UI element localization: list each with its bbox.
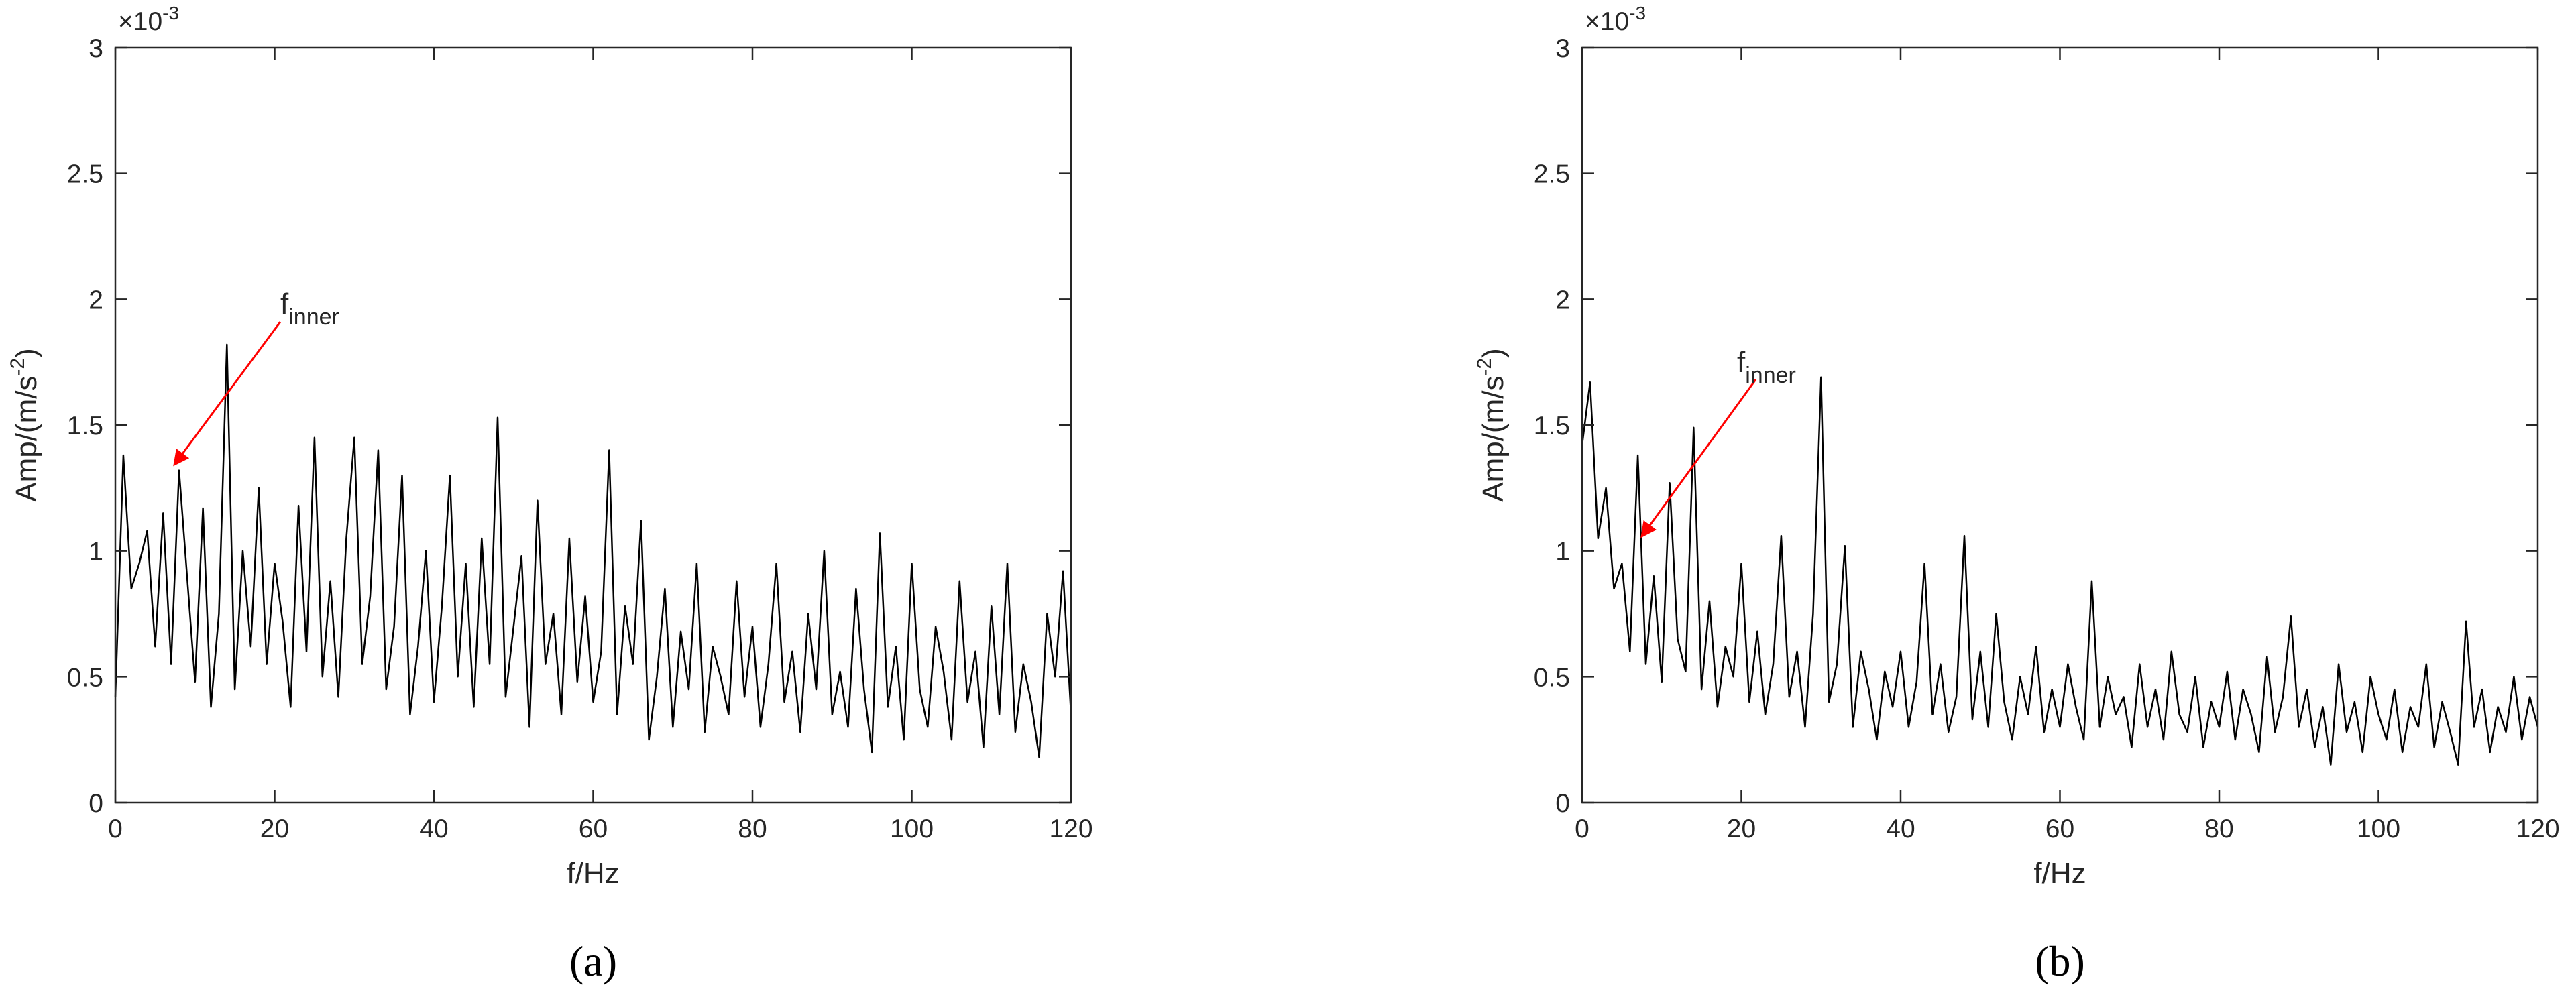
y-tick-label: 3: [89, 34, 103, 63]
x-axis-label: f/Hz: [2033, 857, 2086, 890]
y-tick-label: 1: [1555, 538, 1570, 567]
x-tick-label: 0: [1575, 815, 1589, 843]
x-tick-label: 120: [1049, 815, 1093, 843]
annotation-main: f: [280, 288, 289, 320]
annotation-arrow: [174, 322, 280, 465]
y-tick-label: 2.5: [67, 160, 103, 189]
annotation: finner: [280, 288, 339, 330]
exponent-power: -3: [162, 3, 179, 23]
y-tick-label: 0.5: [1534, 663, 1570, 692]
y-tick-label: 3: [1555, 34, 1570, 63]
panel-label: (a): [569, 937, 617, 985]
panel-label: (b): [2035, 937, 2085, 985]
exponent-base: ×10: [1585, 7, 1629, 36]
annotation-sub: inner: [1745, 363, 1796, 388]
annotation-main: f: [1737, 346, 1746, 379]
y-axis-label: Amp/(m/s-2): [1473, 348, 1510, 502]
exponent-power: -3: [1629, 3, 1646, 23]
x-tick-label: 80: [738, 815, 767, 843]
x-tick-label: 20: [1727, 815, 1756, 843]
y-tick-label: 0: [1555, 789, 1570, 818]
y-tick-label: 0: [89, 789, 103, 818]
y-tick-label: 2: [89, 286, 103, 314]
x-tick-label: 80: [2204, 815, 2233, 843]
annotation: finner: [1737, 346, 1796, 388]
spectrum-line: [1582, 377, 2538, 765]
x-tick-label: 0: [108, 815, 123, 843]
y-label-power: -2: [7, 358, 29, 376]
y-label-main: Amp/(m/s: [1477, 376, 1510, 502]
x-tick-label: 20: [260, 815, 289, 843]
y-label-power: -2: [1473, 358, 1496, 376]
x-tick-label: 60: [579, 815, 608, 843]
x-tick-label: 100: [890, 815, 934, 843]
spectrum-line: [115, 345, 1071, 758]
x-tick-label: 100: [2357, 815, 2400, 843]
annotation-arrow: [1642, 379, 1756, 536]
x-tick-label: 40: [1886, 815, 1915, 843]
chart-panel: 0 20 40 60 80 100 120 0 0.5 1 1.5 2 2.5 3 ×10-3 f/Hz Amp…: [1473, 3, 2560, 985]
x-axis-label: f/Hz: [567, 857, 619, 890]
y-label-suffix: ): [1477, 348, 1510, 358]
x-tick-label: 40: [419, 815, 448, 843]
y-exponent: ×10-3: [1585, 3, 1646, 36]
axes-box: [115, 48, 1071, 803]
y-tick-label: 1.5: [67, 412, 103, 440]
x-tick-label: 60: [2046, 815, 2074, 843]
annotation-sub: inner: [288, 304, 339, 330]
y-tick-label: 1.5: [1534, 412, 1570, 440]
y-label-main: Amp/(m/s: [10, 376, 43, 502]
y-label-suffix: ): [10, 348, 43, 358]
y-tick-label: 1: [89, 538, 103, 567]
y-axis-label: Amp/(m/s-2): [7, 348, 43, 502]
exponent-base: ×10: [118, 7, 162, 36]
y-tick-label: 2: [1555, 286, 1570, 314]
y-tick-label: 2.5: [1534, 160, 1570, 189]
x-tick-label: 120: [2516, 815, 2559, 843]
y-exponent: ×10-3: [118, 3, 179, 36]
chart-panel: 0 20 40 60 80 100 120 0 0.5 1 1.5 2 2.5 3 ×10-3 f/Hz Amp…: [7, 3, 1093, 985]
y-tick-label: 0.5: [67, 663, 103, 692]
